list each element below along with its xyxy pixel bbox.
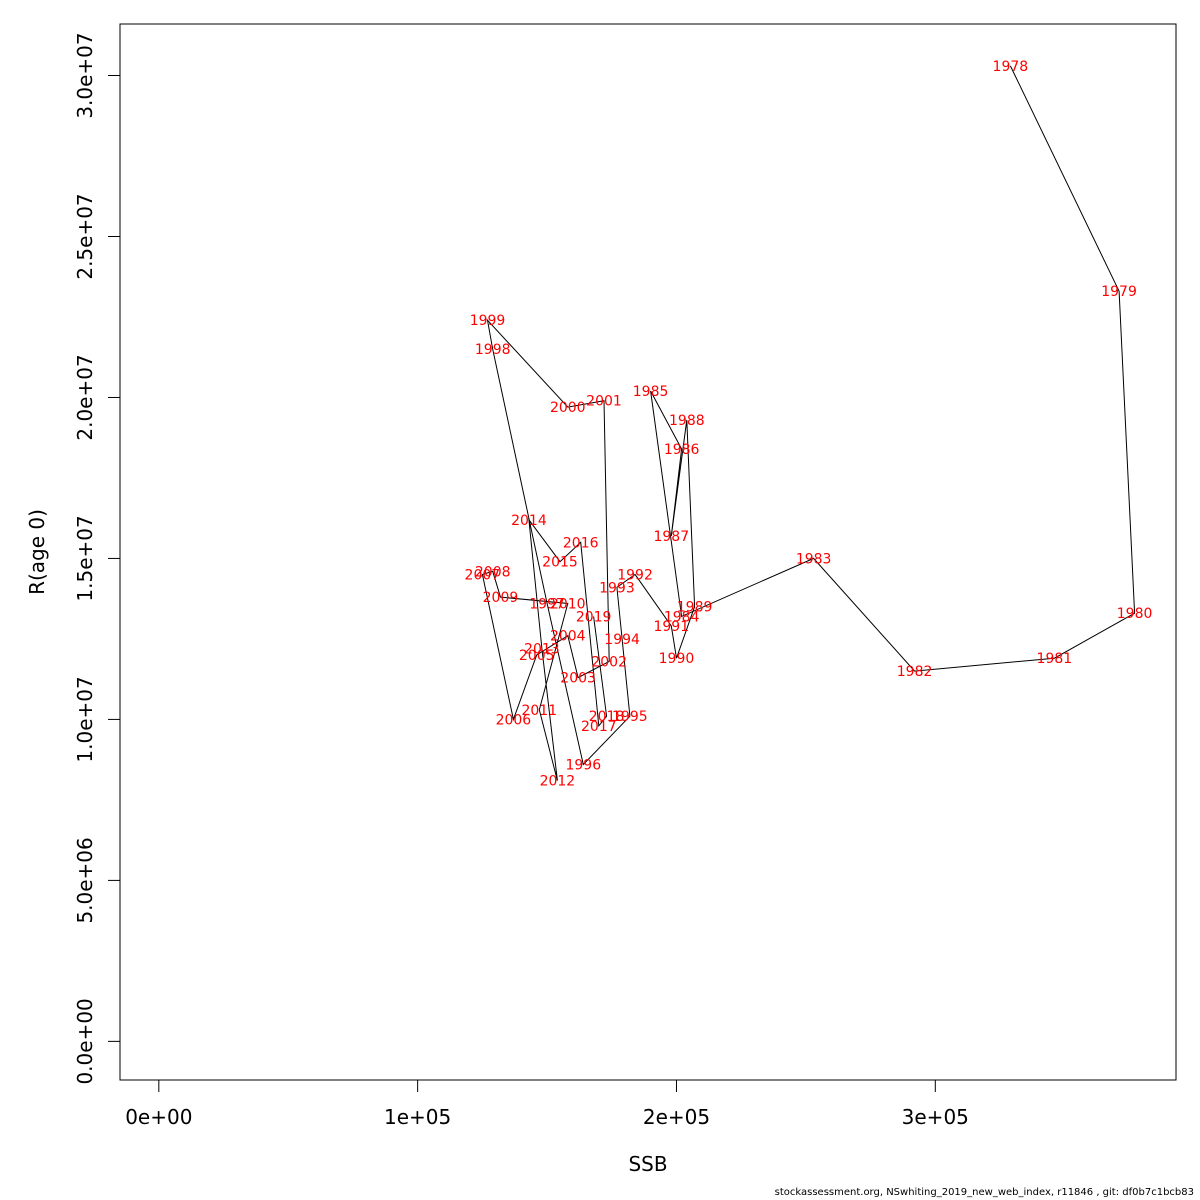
point-label: 1979 [1101,284,1137,300]
point-label: 2014 [511,513,547,529]
point-label: 2008 [475,564,511,580]
point-label: 2009 [483,590,519,606]
point-label: 2013 [524,642,560,658]
point-label: 2005 [519,648,555,664]
point-label: 2019 [576,609,612,625]
series-line [481,65,1136,781]
point-label: 2010 [550,597,586,613]
point-label: 1992 [617,568,653,584]
point-label: 2018 [589,709,625,725]
point-label: 1996 [565,757,601,773]
point-label: 2011 [521,703,557,719]
plot-frame [119,23,1177,1081]
point-label: 1991 [653,619,689,635]
point-label: 1990 [659,651,695,667]
y-tick-label: 3.0e+07 [73,32,97,118]
credit-text: stockassessment.org, NSwhiting_2019_new_… [774,1187,1194,1198]
point-label: 1994 [604,632,640,648]
point-label: 2000 [550,400,586,416]
x-tick-label: 3e+05 [902,1105,969,1129]
point-label: 1983 [796,551,832,567]
point-label: 1980 [1117,606,1153,622]
point-label: 2006 [496,712,532,728]
point-label: 2017 [581,719,617,735]
x-tick-label: 0e+00 [125,1105,192,1129]
point-label: 1982 [897,664,933,680]
point-label: 1986 [664,442,700,458]
y-axis: 0.0e+00 5.0e+06 1.0e+07 1.5e+07 2.0e+07 2.5e+… [73,32,121,1085]
point-label: 1988 [669,413,705,429]
year-labels: 1978 1979 1980 1981 1982 1983 1984 1985 1986 1987… [465,59,1153,790]
point-label: 1987 [653,529,689,545]
point-label: 2001 [586,394,622,410]
point-label: 1985 [633,384,669,400]
y-tick-label: 2.5e+07 [73,193,97,279]
x-tick-label: 2e+05 [643,1105,710,1129]
point-label: 1984 [664,609,700,625]
point-label: 1978 [993,59,1029,75]
point-label: 1993 [599,580,635,596]
point-label: 1999 [470,313,506,329]
point-label: 2015 [542,555,578,571]
y-axis-label: R(age 0) [25,509,49,595]
x-axis: 0e+00 1e+05 2e+05 3e+05 [125,1079,969,1129]
point-label: 2003 [560,671,596,687]
point-label: 1995 [612,709,648,725]
point-label: 2012 [540,774,576,790]
point-label: 1997 [529,597,565,613]
x-tick-label: 1e+05 [384,1105,451,1129]
point-label: 1989 [677,600,713,616]
y-tick-label: 2.0e+07 [73,354,97,440]
x-axis-label: SSB [628,1152,667,1176]
y-tick-label: 0.0e+00 [73,998,97,1084]
y-tick-label: 1.0e+07 [73,676,97,762]
point-label: 2007 [465,568,501,584]
y-tick-label: 5.0e+06 [73,837,97,923]
point-label: 1981 [1037,651,1073,667]
point-label: 1998 [475,342,511,358]
point-label: 2002 [591,654,627,670]
point-label: 2016 [563,535,599,551]
y-tick-label: 1.5e+07 [73,515,97,601]
point-label: 2004 [550,629,586,645]
